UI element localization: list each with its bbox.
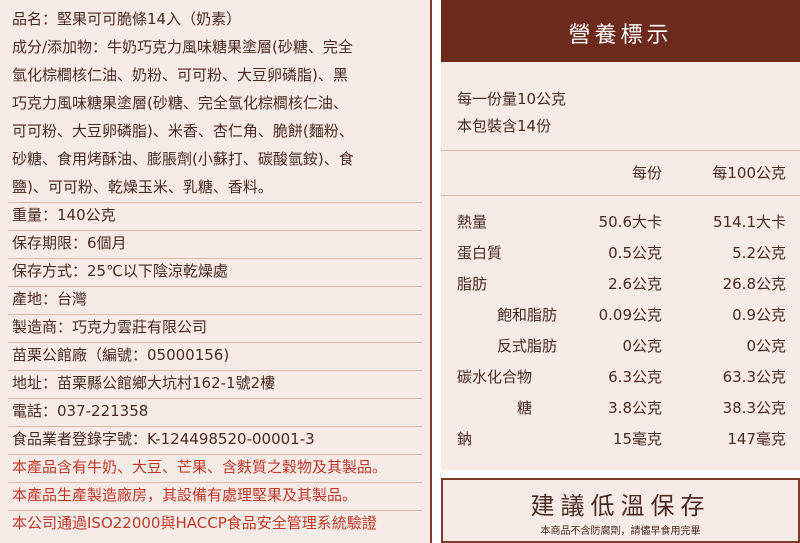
info-line: 巧克力風味糖果塗層(砂糖、完全氫化棕櫚核仁油、: [12, 94, 348, 112]
nutrient-name: 碳水化合物: [457, 368, 533, 386]
info-line: 製造商：巧克力雲莊有限公司: [12, 318, 208, 336]
info-line: 可可粉、大豆卵磷脂)、米香、杏仁角、脆餅(麵粉、: [12, 122, 354, 140]
per-serving: 6.3公克: [608, 368, 662, 386]
per-serving: 15毫克: [612, 430, 662, 448]
product-info: 品名：堅果可可脆條14入（奶素） 成分/添加物：牛奶巧克力風味糖果塗層(砂糖、完全…: [0, 0, 432, 543]
nutrient-name: 熱量: [457, 213, 488, 231]
info-line: 保存方式：25℃以下陰涼乾燥處: [12, 262, 228, 280]
warning-line: 本產品含有牛奶、大豆、芒果、含麩質之穀物及其製品。: [12, 458, 388, 476]
per-100g: 147毫克: [727, 430, 786, 448]
nutrient-name: 反式脂肪: [497, 337, 558, 355]
nutrition-panel: 營養標示 每一份量10公克 本包裝含14份每份 每100公克熱量 50.6大卡 514.…: [441, 0, 800, 470]
storage-note: 本商品不含防腐劑，請儘早食用完畢: [540, 526, 701, 537]
per-100g: 38.3公克: [722, 399, 786, 417]
info-line: 氫化棕櫚核仁油、奶粉、可可粉、大豆卵磷脂)、黑: [12, 66, 348, 84]
info-line: 地址：苗栗縣公館鄉大坑村162-1號2樓: [12, 374, 276, 392]
per-100g: 0公克: [746, 337, 786, 355]
per-100g: 63.3公克: [722, 368, 786, 386]
info-line: 電話：037-221358: [12, 402, 149, 420]
nutrient-name: 飽和脂肪: [497, 306, 558, 324]
serving-line: 本包裝含14份: [457, 117, 552, 135]
divider: [8, 370, 422, 371]
info-line: 苗栗公館廠（編號：05000156): [12, 346, 230, 364]
warning-line: 本產品生產製造廠房，其設備有處理堅果及其製品。: [12, 486, 358, 504]
info-line: 保存期限：6個月: [12, 234, 127, 252]
warning-line: 本公司通過ISO22000與HACCP食品安全管理系統驗證: [12, 514, 377, 532]
divider: [8, 202, 422, 203]
per-serving: 2.6公克: [608, 275, 662, 293]
per-100g: 26.8公克: [722, 275, 786, 293]
nutrient-name: 鈉: [457, 430, 473, 448]
divider: [8, 482, 422, 483]
divider: [441, 195, 800, 196]
storage-title: 建議低溫保存: [530, 492, 711, 520]
divider: [8, 286, 422, 287]
nutrient-name: 糖: [517, 399, 533, 417]
divider: [8, 426, 422, 427]
divider: [8, 314, 422, 315]
info-line: 砂糖、食用烤酥油、膨脹劑(小蘇打、碳酸氫銨)、食: [12, 150, 354, 168]
divider: [8, 398, 422, 399]
serving-line: 每一份量10公克: [457, 90, 567, 108]
divider: [8, 230, 422, 231]
info-line: 成分/添加物：牛奶巧克力風味糖果塗層(砂糖、完全: [12, 38, 353, 56]
per-100g: 5.2公克: [732, 244, 786, 262]
storage-box: 建議低溫保存 本商品不含防腐劑，請儘早食用完畢: [441, 478, 800, 543]
divider: [8, 454, 422, 455]
col-header: 每份: [631, 164, 662, 182]
info-line: 產地：台灣: [12, 290, 88, 308]
per-100g: 0.9公克: [732, 306, 786, 324]
per-serving: 0公克: [622, 337, 662, 355]
divider: [8, 258, 422, 259]
nutrition-title: 營養標示: [568, 23, 673, 48]
per-serving: 3.8公克: [608, 399, 662, 417]
info-line: 食品業者登錄字號：K-124498520-00001-3: [12, 430, 315, 448]
nutrition-header: 營養標示: [441, 0, 800, 62]
nutrient-name: 脂肪: [457, 275, 488, 293]
per-serving: 0.09公克: [598, 306, 662, 324]
info-line: 品名：堅果可可脆條14入（奶素）: [12, 10, 242, 28]
info-line: 鹽)、可可粉、乾燥玉米、乳糖、香料。: [12, 178, 273, 196]
nutrient-name: 蛋白質: [457, 244, 503, 262]
per-serving: 0.5公克: [608, 244, 662, 262]
info-line: 重量：140公克: [12, 206, 116, 224]
divider: [441, 150, 800, 151]
per-serving: 50.6大卡: [598, 213, 662, 231]
divider: [8, 510, 422, 511]
divider: [8, 342, 422, 343]
per-100g: 514.1大卡: [713, 213, 786, 231]
col-header: 每100公克: [712, 164, 786, 182]
